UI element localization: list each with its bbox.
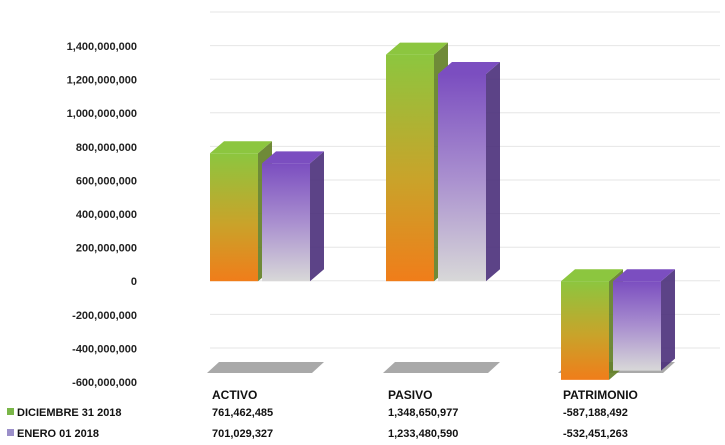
data-table-cell: -587,188,492 [563,407,628,419]
bar-front [438,73,486,282]
legend-series-name: DICIEMBRE 31 2018 [17,407,122,419]
bar-top [386,42,448,55]
bar-activo-enero [262,151,324,282]
bar-side [661,269,675,371]
y-tick-label: 800,000,000 [76,142,137,154]
bar-front [386,54,434,282]
y-tick-label: 200,000,000 [76,243,137,255]
data-table-cell: 1,348,650,977 [388,407,458,419]
data-table-cell: 761,462,485 [212,407,273,419]
bar-front [262,163,310,282]
legend-key [7,429,14,436]
y-tick-label: 1,200,000,000 [67,75,137,87]
bar-top [210,141,272,154]
floor-plate [383,362,500,373]
bar-side [486,61,500,282]
bar-patrimonio-enero [613,269,675,371]
bar-top [561,269,623,282]
legend-series-name: ENERO 01 2018 [17,428,99,440]
y-tick-label: 400,000,000 [76,209,137,221]
bar-front [210,153,258,282]
data-table-cell: -532,451,263 [563,428,628,440]
bar-top [262,151,324,164]
data-table-cell: 1,233,480,590 [388,428,458,440]
floor-plate [207,362,324,373]
bar-top [438,61,500,74]
legend-key [7,408,14,415]
y-tick-label: 600,000,000 [76,175,137,187]
bar-pasivo-enero [438,61,500,282]
category-label: PASIVO [388,388,432,402]
y-axis-ticks: 1,400,000,000 1,200,000,000 1,000,000,000 8… [67,41,137,389]
bar-front [561,281,609,380]
y-tick-label: 0 [131,276,137,288]
bar-side [310,151,324,282]
y-tick-label: -400,000,000 [72,343,137,355]
category-label: ACTIVO [212,388,257,402]
bar-top [613,269,675,282]
y-tick-label: 1,000,000,000 [67,108,137,120]
y-tick-label: -200,000,000 [72,310,137,322]
bar-front [613,281,661,371]
y-tick-label: -600,000,000 [72,377,137,389]
bars [210,42,675,380]
category-label: PATRIMONIO [563,388,638,402]
data-table-cell: 701,029,327 [212,428,273,440]
y-tick-label: 1,400,000,000 [67,41,137,53]
data-table: ACTIVO PASIVO PATRIMONIO DICIEMBRE 31 2018 7… [7,388,638,440]
